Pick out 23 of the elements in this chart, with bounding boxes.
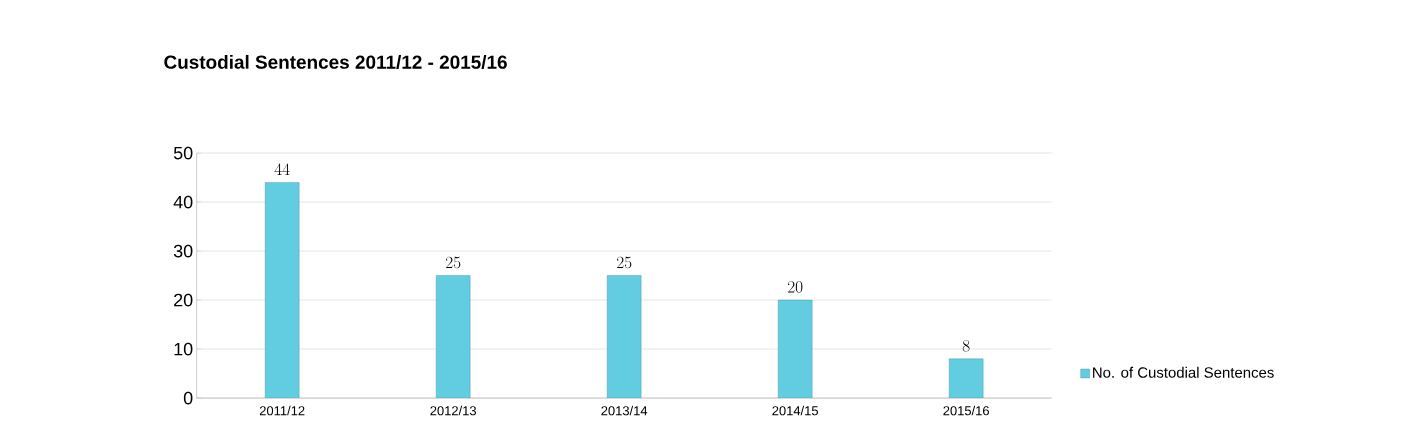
bar bbox=[777, 299, 813, 399]
x-tick-label: 2012/13 bbox=[430, 405, 476, 416]
chart-title: Custodial Sentences 2011/12 - 2015/16 bbox=[164, 54, 507, 70]
x-tick-label: 2013/14 bbox=[601, 405, 648, 416]
bar bbox=[435, 275, 471, 399]
y-tick-label: 40 bbox=[173, 195, 193, 209]
y-tick-label: 10 bbox=[174, 342, 193, 356]
data-label: 8 bbox=[962, 339, 970, 352]
x-tick-label: 2015/16 bbox=[943, 405, 989, 416]
x-tick-label: 2014/15 bbox=[772, 405, 819, 416]
y-tick-label: 0 bbox=[183, 391, 193, 405]
data-label: 25 bbox=[616, 256, 632, 269]
data-label: 20 bbox=[787, 281, 803, 293]
bar bbox=[264, 182, 300, 399]
x-tick-label: 2011/12 bbox=[259, 405, 305, 416]
y-tick-label: 50 bbox=[173, 146, 193, 160]
legend-label: No. of Custodial Sentences bbox=[1093, 366, 1274, 378]
bar bbox=[948, 358, 984, 399]
bar bbox=[606, 275, 642, 399]
y-tick-label: 30 bbox=[173, 244, 193, 258]
data-label: 44 bbox=[274, 163, 290, 175]
y-tick-label: 20 bbox=[174, 293, 193, 307]
data-label: 25 bbox=[445, 256, 461, 269]
